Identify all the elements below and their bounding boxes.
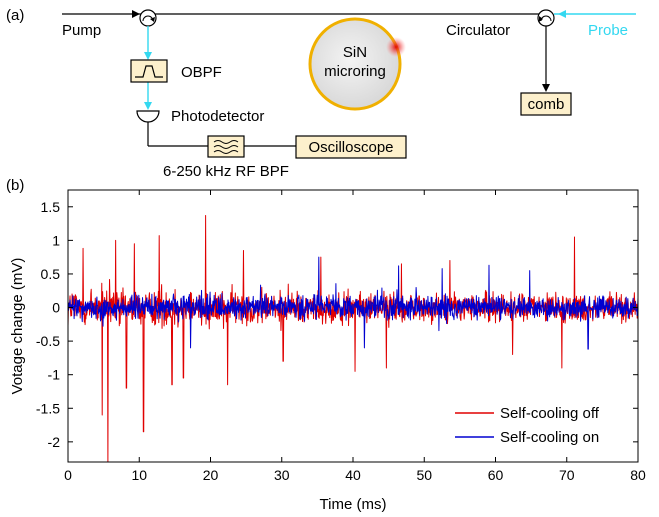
panel-a-label: (a) — [6, 7, 24, 24]
x-tick-label: 60 — [488, 467, 504, 483]
obpf-label: OBPF — [181, 64, 222, 81]
microring: SiN microring — [308, 17, 406, 111]
setup-diagram: (a) Pump OBPF Photodetector — [6, 7, 636, 180]
x-tick-label: 0 — [64, 467, 72, 483]
x-tick-label: 40 — [345, 467, 361, 483]
y-tick-label: 1.5 — [41, 199, 61, 215]
legend-label-on: Self-cooling on — [500, 429, 599, 446]
rf-bpf-box — [207, 135, 245, 158]
panel-b-label: (b) — [6, 177, 24, 194]
comb-label: comb — [528, 96, 565, 113]
y-tick-label: -1 — [48, 367, 61, 383]
photodetector-icon — [136, 110, 208, 147]
photodetector-label: Photodetector — [171, 108, 264, 125]
right-circulator-icon — [537, 9, 555, 27]
obpf-box — [130, 59, 168, 83]
probe-arrowhead — [558, 10, 566, 18]
series-line-self-cooling-off — [68, 215, 638, 462]
oscilloscope-box — [295, 135, 407, 159]
rf-bpf-label: 6-250 kHz RF BPF — [163, 163, 289, 180]
series-line-self-cooling-on — [68, 256, 638, 350]
oscilloscope-label: Oscilloscope — [308, 139, 393, 156]
x-tick-label: 70 — [559, 467, 575, 483]
y-tick-label: -1.5 — [36, 400, 60, 416]
x-tick-label: 50 — [416, 467, 432, 483]
drop-arrow-lower — [144, 102, 152, 110]
microring-label-line2: microring — [324, 63, 386, 80]
comb-arrowhead — [542, 84, 550, 92]
y-axis-label: Votage change (mV) — [9, 258, 26, 395]
legend: Self-cooling off Self-cooling on — [455, 405, 600, 446]
x-tick-label: 30 — [274, 467, 290, 483]
microring-label-line1: SiN — [343, 44, 367, 61]
x-axis-label: Time (ms) — [320, 496, 387, 513]
circulator-label: Circulator — [446, 22, 510, 39]
series-layer — [68, 215, 638, 462]
y-tick-label: 0 — [52, 300, 60, 316]
y-tick-label: 0.5 — [41, 266, 61, 282]
y-tick-label: -0.5 — [36, 333, 60, 349]
time-trace-chart: (b) 0 10 20 30 40 50 60 70 80 1.5 1 0.5 0 -0.5 -1 -1.5 -… — [6, 177, 646, 513]
x-tick-label: 10 — [131, 467, 147, 483]
pump-arrowhead — [132, 10, 140, 18]
y-tick-label: -2 — [48, 434, 61, 450]
pump-label: Pump — [62, 22, 101, 39]
left-circulator-icon — [139, 9, 157, 27]
comb-box — [520, 92, 572, 116]
probe-label: Probe — [588, 22, 628, 39]
legend-label-off: Self-cooling off — [500, 405, 600, 422]
y-tick-label: 1 — [52, 232, 60, 248]
drop-arrow-upper — [144, 52, 152, 60]
x-tick-label: 20 — [203, 467, 219, 483]
x-tick-label: 80 — [630, 467, 646, 483]
laser-spot-icon — [386, 37, 406, 57]
ticks-layer: 0 10 20 30 40 50 60 70 80 1.5 1 0.5 0 -0.5 -1 -1.5 -2 — [36, 190, 646, 483]
